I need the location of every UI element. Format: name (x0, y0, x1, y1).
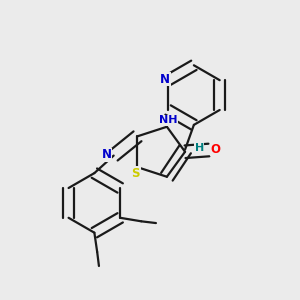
Text: O: O (210, 143, 220, 156)
Text: NH: NH (159, 116, 177, 125)
Text: S: S (131, 167, 140, 180)
Text: N: N (102, 148, 112, 161)
Text: H: H (194, 143, 204, 153)
Text: N: N (160, 73, 170, 85)
